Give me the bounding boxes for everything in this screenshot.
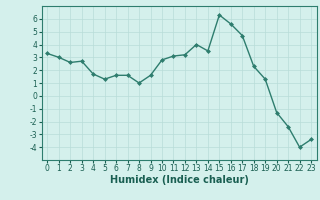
- X-axis label: Humidex (Indice chaleur): Humidex (Indice chaleur): [110, 175, 249, 185]
